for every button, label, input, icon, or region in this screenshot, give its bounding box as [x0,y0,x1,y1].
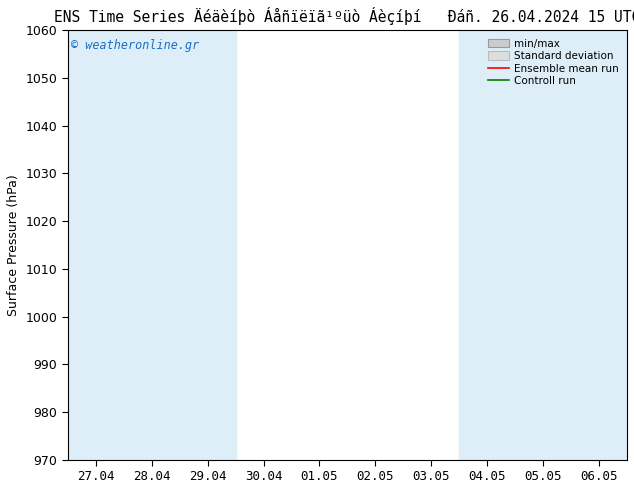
Y-axis label: Surface Pressure (hPa): Surface Pressure (hPa) [7,174,20,316]
Bar [459,30,627,460]
Title: ENS Time Series Äéäèíþò Áåñïëïã¹ºüò Áèçíþí   Ðáñ. 26.04.2024 15 UTC: ENS Time Series Äéäèíþò Áåñïëïã¹ºüò Áèçí… [55,7,634,25]
Text: © weatheronline.gr: © weatheronline.gr [70,39,199,52]
Legend: min/max, Standard deviation, Ensemble mean run, Controll run: min/max, Standard deviation, Ensemble me… [485,35,622,90]
Bar [68,30,236,460]
